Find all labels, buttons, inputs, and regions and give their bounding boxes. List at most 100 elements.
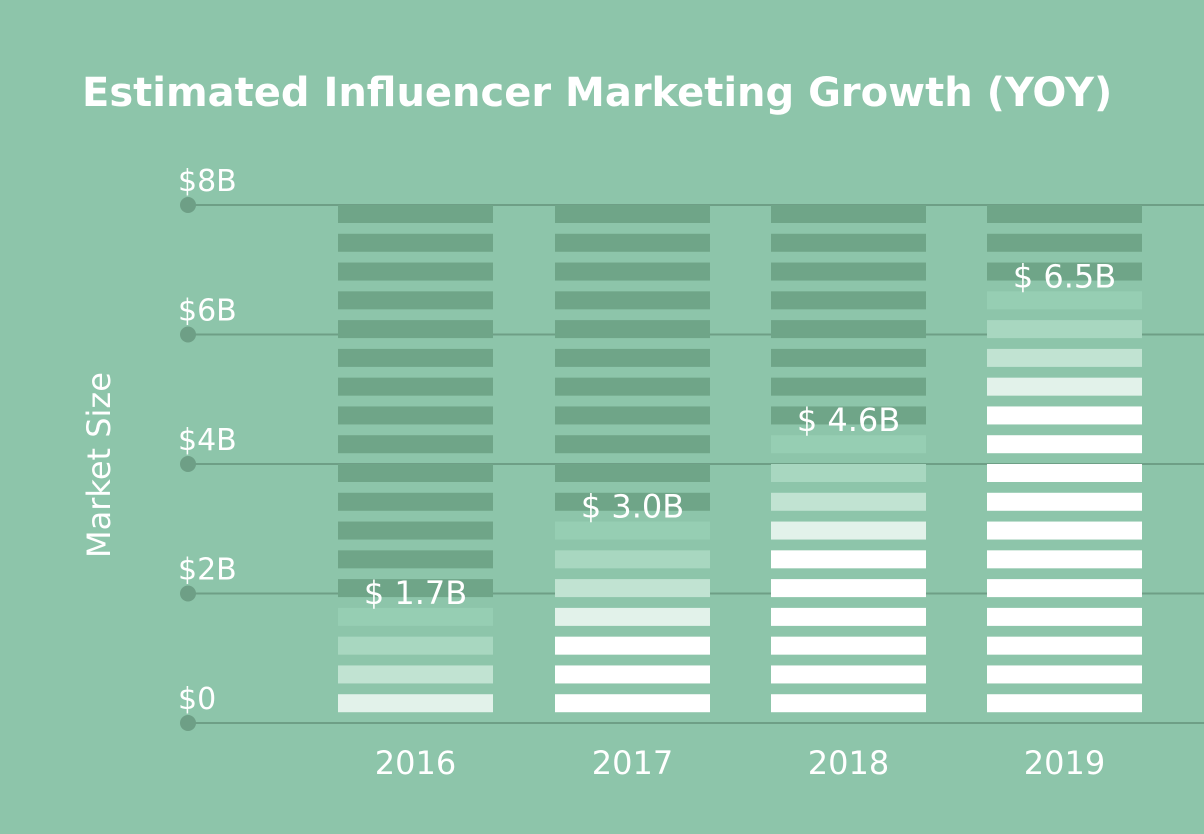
bar-stripe: [987, 492, 1142, 511]
bar-stripe: [771, 205, 926, 223]
x-tick-label: 2016: [375, 744, 456, 782]
bar-stripe: [555, 435, 710, 454]
bar-stripe: [771, 435, 926, 454]
chart-title: Estimated Influencer Marketing Growth (Y…: [82, 70, 1112, 116]
y-tick-label: $0: [178, 682, 216, 717]
gridline-dot: [180, 456, 196, 472]
gridline-dot: [180, 715, 196, 731]
bar-stripe: [338, 233, 493, 252]
bar-stripe: [771, 406, 926, 425]
bar-stripe: [771, 377, 926, 396]
bar-stripe: [987, 636, 1142, 655]
x-ticks: 2016 2017 2018 2019: [375, 744, 1105, 782]
bar-stripe: [555, 320, 710, 339]
bar-stripe: [987, 607, 1142, 626]
bar-stripe: [555, 205, 710, 223]
bar-2019: $ 6.5B: [987, 205, 1142, 713]
y-tick-label: $2B: [178, 553, 237, 588]
bar-stripe: [555, 550, 710, 569]
bar-stripe: [771, 521, 926, 540]
bar-stripe: [338, 607, 493, 626]
bar-stripe: [987, 291, 1142, 310]
bar-stripe: [987, 320, 1142, 339]
bar-stripe: [987, 205, 1142, 223]
bar-stripe: [338, 348, 493, 367]
bar-stripe: [771, 291, 926, 310]
gridline-dot: [180, 197, 196, 213]
bar-stripe: [555, 233, 710, 252]
bar-stripe: [555, 377, 710, 396]
y-tick-label: $6B: [178, 294, 237, 329]
bar-value-label: $ 6.5B: [1013, 257, 1116, 295]
bar-stripe: [987, 550, 1142, 569]
bar-stripe: [987, 377, 1142, 396]
bar-value-label: $ 4.6B: [797, 401, 900, 439]
gridline-dot: [180, 585, 196, 602]
bars: $ 1.7B $ 3.0B $ 4.6B $ 6.5B: [338, 205, 1142, 713]
bar-stripe: [771, 579, 926, 598]
bar-stripe: [555, 607, 710, 626]
bar-stripe: [555, 348, 710, 367]
bar-2017: $ 3.0B: [555, 205, 710, 713]
bar-stripe: [555, 464, 710, 482]
bar-stripe: [338, 492, 493, 511]
gridline-dot: [180, 326, 196, 343]
bar-2018: $ 4.6B: [771, 205, 926, 713]
bar-stripe: [338, 435, 493, 454]
bar-stripe: [338, 377, 493, 396]
bar-stripe: [771, 233, 926, 252]
bar-stripe: [338, 291, 493, 310]
bar-stripe: [987, 348, 1142, 367]
bar-stripe: [555, 291, 710, 310]
bar-stripe: [987, 406, 1142, 425]
y-ticks: $0 $2B $4B $6B $8B: [178, 164, 237, 717]
bar-stripe: [771, 550, 926, 569]
bar-stripe: [555, 492, 710, 511]
bar-stripe: [338, 320, 493, 339]
bar-stripe: [987, 262, 1142, 281]
bar-stripe: [555, 636, 710, 655]
bar-stripe: [771, 320, 926, 339]
bar-stripe: [771, 464, 926, 482]
bar-stripe: [771, 492, 926, 511]
bar-stripe: [771, 607, 926, 626]
bar-stripe: [555, 694, 710, 713]
bar-stripe: [987, 579, 1142, 598]
bar-stripe: [987, 464, 1142, 482]
bar-stripe: [338, 205, 493, 223]
bar-stripe: [987, 233, 1142, 252]
bar-stripe: [338, 464, 493, 482]
bar-stripe: [338, 262, 493, 281]
bar-stripe: [771, 348, 926, 367]
bar-stripe: [987, 665, 1142, 684]
x-tick-label: 2017: [592, 744, 673, 782]
bar-stripe: [555, 262, 710, 281]
bar-stripe: [338, 665, 493, 684]
y-tick-label: $8B: [178, 164, 237, 199]
bar-stripe: [771, 665, 926, 684]
bar-stripe: [555, 521, 710, 540]
bar-value-label: $ 1.7B: [364, 574, 467, 612]
bar-value-label: $ 3.0B: [581, 488, 684, 526]
bar-stripe: [771, 262, 926, 281]
bar-2016: $ 1.7B: [338, 205, 493, 713]
bar-stripe: [987, 521, 1142, 540]
bar-stripe: [555, 579, 710, 598]
bar-stripe: [338, 636, 493, 655]
bar-stripe: [771, 694, 926, 713]
bar-stripe: [555, 665, 710, 684]
bar-stripe: [987, 435, 1142, 454]
y-tick-label: $4B: [178, 423, 237, 458]
bar-stripe: [771, 636, 926, 655]
bar-stripe: [338, 579, 493, 598]
x-tick-label: 2019: [1024, 744, 1105, 782]
y-axis-label: Market Size: [80, 372, 118, 558]
bar-stripe: [555, 406, 710, 425]
bar-stripe: [338, 550, 493, 569]
x-tick-label: 2018: [808, 744, 889, 782]
bar-stripe: [338, 521, 493, 540]
bar-stripe: [338, 406, 493, 425]
bar-stripe: [987, 694, 1142, 713]
bar-stripe: [338, 694, 493, 713]
